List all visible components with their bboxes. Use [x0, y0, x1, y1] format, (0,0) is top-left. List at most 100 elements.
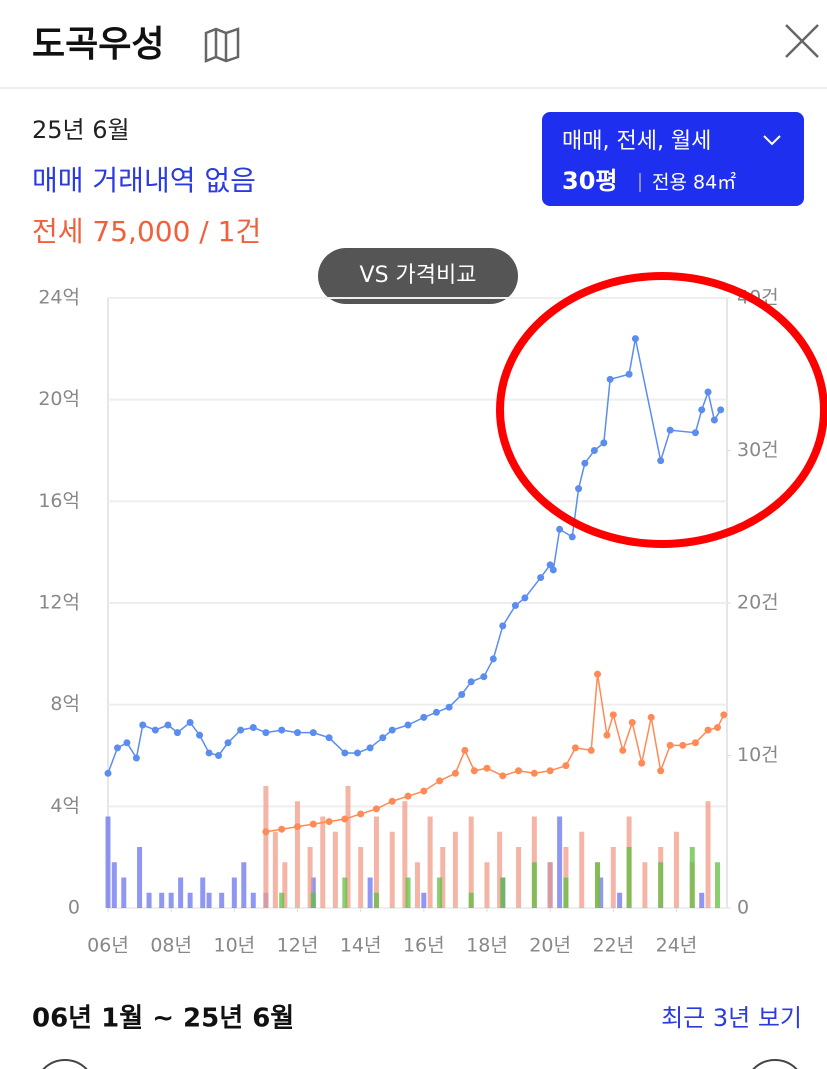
price-point	[625, 370, 633, 378]
price-point	[341, 749, 349, 757]
price-point	[293, 729, 301, 737]
volume-bar	[440, 847, 446, 908]
price-point	[537, 574, 545, 582]
price-point	[173, 729, 181, 737]
volume-bar	[159, 892, 165, 908]
compare-label: VS 가격비교	[360, 263, 477, 288]
recent-link[interactable]: 최근 3년 보기	[661, 1004, 802, 1032]
volume-bar	[437, 877, 443, 908]
price-point	[590, 447, 598, 454]
volume-bar	[332, 831, 338, 908]
price-point	[278, 726, 286, 734]
volume-bar	[484, 862, 490, 908]
price-point	[710, 416, 718, 424]
price-point	[628, 718, 636, 726]
volume-bar	[547, 862, 553, 908]
price-point	[562, 762, 570, 770]
price-point	[666, 426, 674, 434]
volume-bar	[206, 892, 212, 908]
volume-bar	[452, 831, 458, 908]
price-point	[720, 711, 728, 719]
price-point	[556, 525, 564, 533]
x-tick-label: 22년	[592, 935, 634, 957]
compare-button[interactable]: VS 가격비교	[318, 248, 518, 304]
price-point	[420, 713, 428, 721]
price-point	[511, 602, 519, 610]
volume-bar	[137, 847, 143, 908]
price-point	[691, 739, 699, 747]
price-point	[638, 759, 646, 767]
price-point	[104, 769, 112, 777]
volume-bar	[626, 847, 632, 908]
price-point	[224, 739, 232, 747]
volume-bar	[421, 892, 427, 908]
price-point	[458, 691, 466, 698]
price-point	[432, 708, 440, 716]
y-tick-label: 16억	[38, 490, 80, 512]
next-button[interactable]	[745, 1059, 805, 1069]
filter-button[interactable]: 매매, 전세, 월세 30평 전용 84㎡	[542, 112, 804, 206]
price-point	[499, 772, 507, 780]
price-point	[139, 721, 147, 729]
volume-bar	[598, 877, 604, 908]
volume-bar	[345, 786, 351, 908]
y-tick-label: 0	[68, 897, 80, 919]
x-tick-label: 06년	[87, 935, 129, 957]
volume-bar	[673, 831, 679, 908]
volume-bar	[178, 877, 184, 908]
price-point	[571, 744, 579, 752]
y2-tick-label: 10건	[737, 744, 779, 766]
volume-bar	[282, 862, 288, 908]
price-point	[483, 764, 491, 772]
price-point	[113, 744, 121, 752]
price-line	[265, 674, 725, 833]
price-point	[388, 726, 396, 734]
price-point	[293, 823, 301, 831]
volume-bar	[307, 847, 313, 908]
highlight-circle	[496, 272, 827, 548]
price-point	[581, 459, 589, 467]
volume-bar	[200, 877, 206, 908]
volume-bar	[146, 892, 152, 908]
volume-bar	[427, 816, 433, 908]
volume-bar	[415, 862, 420, 908]
price-point	[717, 406, 725, 414]
close-button[interactable]	[785, 24, 819, 58]
price-point	[480, 673, 488, 681]
volume-bar	[310, 892, 316, 908]
volume-bar	[658, 862, 664, 908]
x-tick-label: 12년	[277, 935, 319, 957]
filter-area: 전용 84㎡	[652, 171, 736, 194]
price-point	[366, 744, 374, 752]
volume-bar	[699, 892, 705, 908]
price-point	[600, 439, 608, 447]
volume-bar	[241, 862, 247, 908]
price-point	[704, 388, 712, 396]
price-point	[237, 726, 245, 734]
price-point	[404, 792, 412, 800]
volume-bar	[121, 877, 127, 908]
price-point	[521, 594, 529, 602]
volume-bar	[389, 831, 395, 908]
volume-bar	[231, 877, 237, 908]
price-point	[325, 734, 333, 742]
price-point	[353, 749, 361, 757]
price-point	[357, 810, 365, 818]
y-tick-label: 24억	[38, 287, 80, 309]
volume-bar	[610, 847, 616, 908]
volume-bar	[367, 877, 373, 908]
date: 25년 6월	[32, 116, 130, 144]
y-tick-label: 12억	[38, 592, 80, 614]
map-icon[interactable]	[204, 27, 240, 63]
prev-button[interactable]	[35, 1059, 95, 1069]
y2-tick-label: 20건	[737, 592, 779, 614]
volume-bar	[405, 877, 411, 908]
volume-bar	[557, 816, 563, 908]
price-point	[436, 777, 444, 785]
volume-bar	[105, 816, 111, 908]
price-line	[107, 338, 722, 774]
price-point	[594, 670, 602, 678]
filter-types: 매매, 전세, 월세	[562, 129, 711, 154]
volume-bar	[294, 801, 300, 908]
price-point	[445, 703, 453, 711]
